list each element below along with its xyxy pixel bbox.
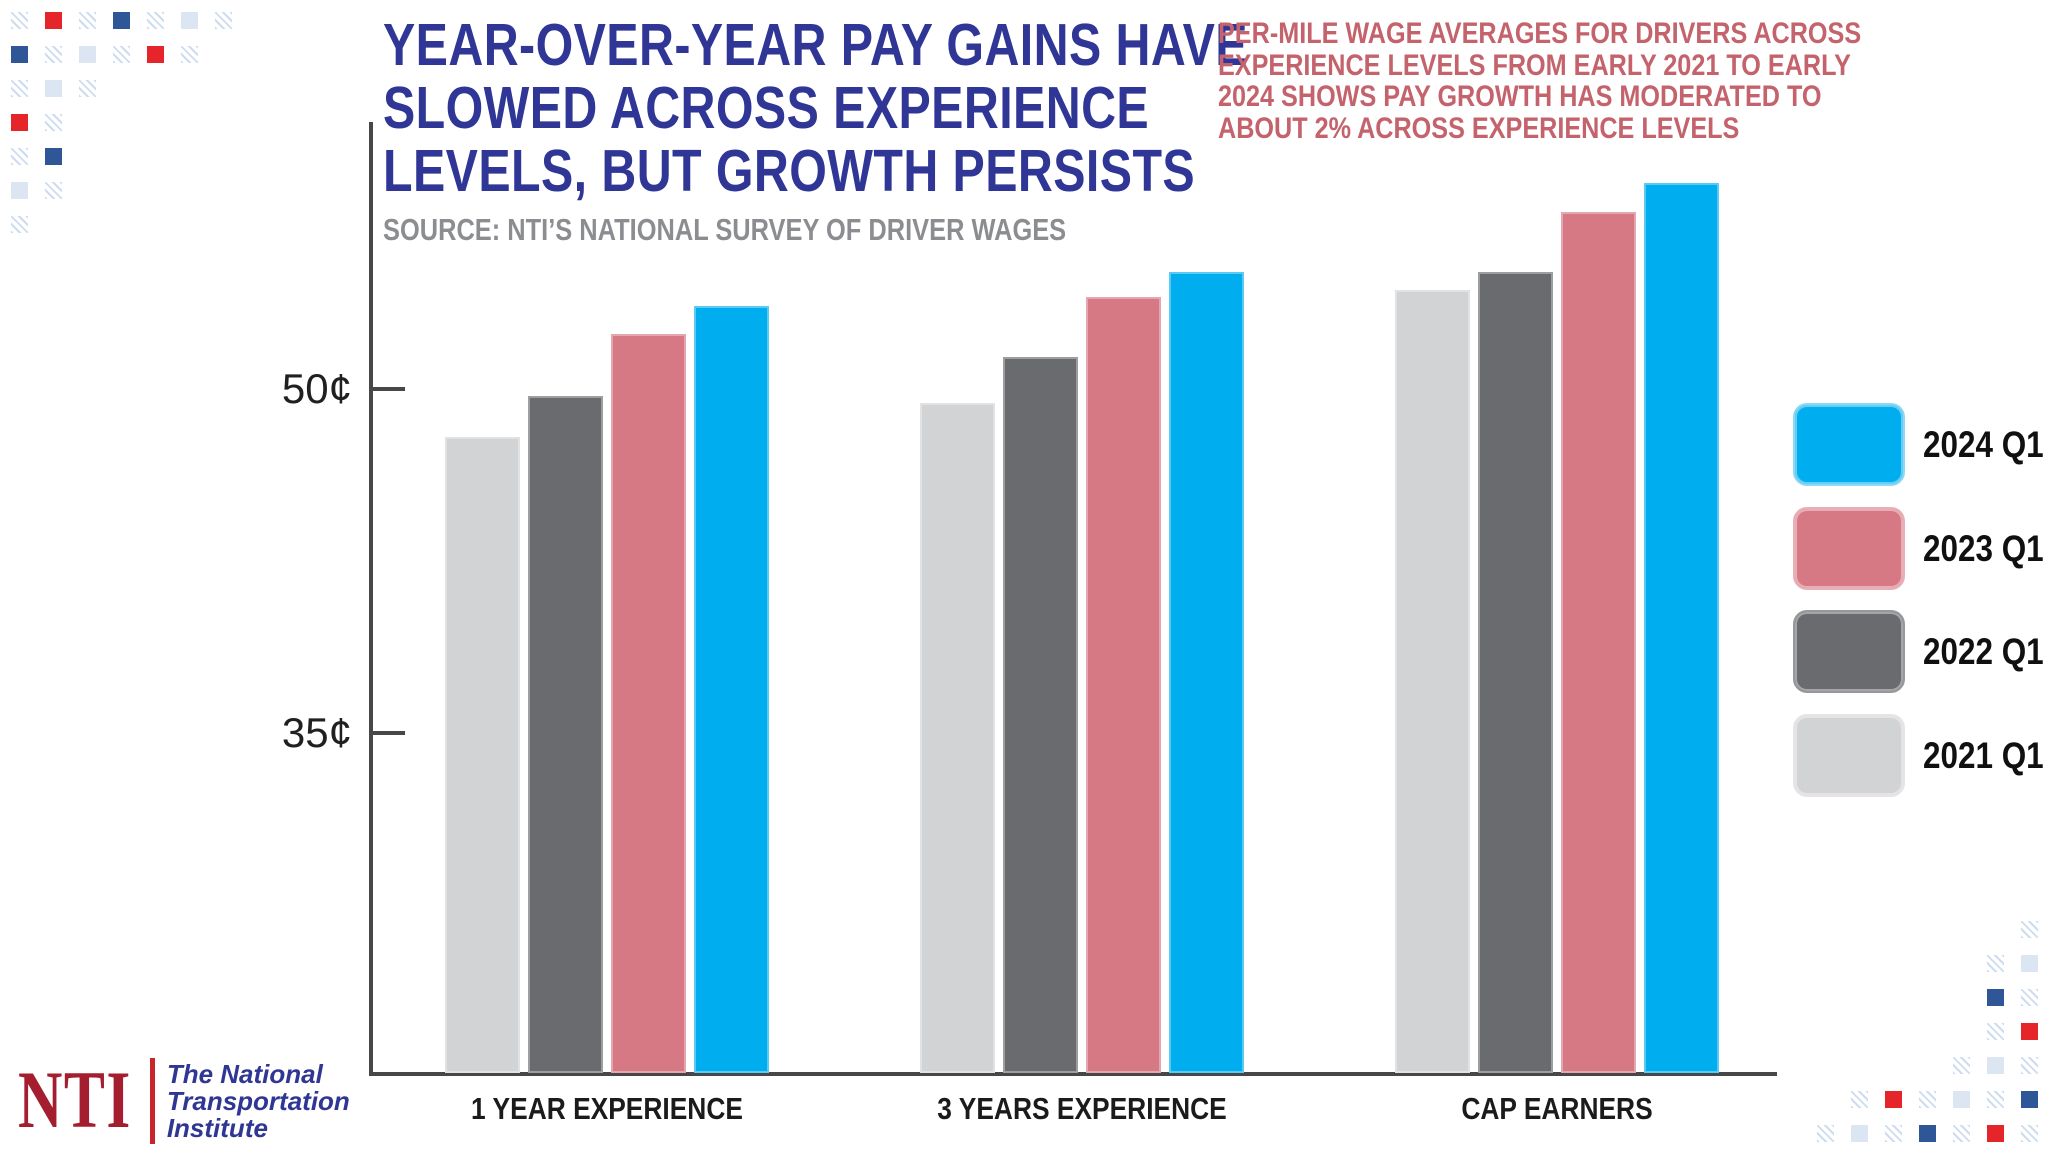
pale-square: [1851, 1125, 1868, 1142]
bar-1-year-experience-2023-q1: [611, 333, 686, 1073]
x-label-1-year-experience: 1 YEAR EXPERIENCE: [471, 1091, 743, 1126]
nti-logo-wordmark: NTI: [18, 1054, 132, 1145]
stripe-square: [79, 12, 96, 29]
blue-square: [1919, 1125, 1936, 1142]
pale-square: [11, 182, 28, 199]
annotation-line: ABOUT 2% ACROSS EXPERIENCE LEVELS: [1218, 111, 1740, 145]
stripe-square: [1987, 1091, 2004, 1108]
blue-square: [11, 46, 28, 63]
stripe-square: [1953, 1057, 1970, 1074]
pale-square: [79, 46, 96, 63]
stripe-square: [2021, 921, 2038, 938]
stripe-square: [2021, 989, 2038, 1006]
bar-1-year-experience-2021-q1: [445, 437, 520, 1073]
red-square: [1885, 1091, 1902, 1108]
stripe-square: [181, 46, 198, 63]
legend-swatch-2023-q1: [1793, 506, 1905, 590]
red-square: [2021, 1023, 2038, 1040]
legend-label-2021-q1: 2021 Q1: [1923, 734, 2044, 776]
pale-square: [2021, 955, 2038, 972]
blue-square: [1987, 989, 2004, 1006]
stripe-square: [1817, 1125, 1834, 1142]
bar-1-year-experience-2022-q1: [528, 395, 603, 1073]
x-axis-line: [369, 1072, 1777, 1076]
nti-logo: NTI The National Transportation Institute: [18, 1056, 350, 1144]
source-note: SOURCE: NTI’S NATIONAL SURVEY OF DRIVER …: [383, 212, 1067, 247]
bar-1-year-experience-2024-q1: [694, 306, 769, 1073]
chart-title-line: LEVELS, BUT GROWTH PERSISTS: [383, 138, 1196, 204]
pale-square: [1953, 1091, 1970, 1108]
stripe-square: [11, 80, 28, 97]
pale-square: [181, 12, 198, 29]
x-label-3-years-experience: 3 YEARS EXPERIENCE: [937, 1091, 1227, 1126]
blue-square: [45, 148, 62, 165]
bar-3-years-experience-2023-q1: [1086, 297, 1161, 1073]
pale-square: [1987, 1057, 2004, 1074]
stripe-square: [147, 12, 164, 29]
stripe-square: [1987, 955, 2004, 972]
stripe-square: [11, 216, 28, 233]
stripe-square: [45, 182, 62, 199]
stripe-square: [1885, 1125, 1902, 1142]
stripe-square: [45, 114, 62, 131]
nti-logo-name-line: The National: [166, 1059, 323, 1089]
pixel-pattern-top-left: [11, 12, 232, 233]
legend-swatch-2022-q1: [1793, 610, 1905, 693]
y-tick-label-50: 50¢: [281, 365, 352, 412]
nti-logo-name-line: Transportation: [166, 1086, 350, 1116]
pale-square: [45, 80, 62, 97]
legend-label-2022-q1: 2022 Q1: [1923, 631, 2044, 672]
chart-title-line: SLOWED ACROSS EXPERIENCE: [383, 75, 1150, 141]
stripe-square: [1987, 1023, 2004, 1040]
red-square: [1987, 1125, 2004, 1142]
x-label-cap-earners: CAP EARNERS: [1461, 1091, 1653, 1126]
bar-cap-earners-2024-q1: [1644, 182, 1719, 1073]
blue-square: [113, 12, 130, 29]
bar-cap-earners-2023-q1: [1561, 212, 1636, 1073]
bar-cap-earners-2022-q1: [1478, 272, 1553, 1073]
stripe-square: [113, 46, 130, 63]
annotation-line: 2024 SHOWS PAY GROWTH HAS MODERATED TO: [1218, 80, 1822, 113]
nti-logo-name-line: Institute: [166, 1113, 268, 1143]
stripe-square: [1953, 1125, 1970, 1142]
annotation-line: EXPERIENCE LEVELS FROM EARLY 2021 TO EAR…: [1218, 48, 1851, 82]
annotation-line: PER-MILE WAGE AVERAGES FOR DRIVERS ACROS…: [1218, 17, 1862, 50]
y-tick-35: [371, 731, 405, 735]
bar-3-years-experience-2021-q1: [920, 402, 995, 1073]
annotation-text: PER-MILE WAGE AVERAGES FOR DRIVERS ACROS…: [1218, 18, 1861, 144]
red-square: [45, 12, 62, 29]
chart-title: YEAR-OVER-YEAR PAY GAINS HAVE SLOWED ACRO…: [383, 14, 1248, 203]
nti-logo-divider: [149, 1058, 155, 1144]
legend-swatch-2021-q1: [1793, 713, 1905, 797]
chart-title-line: YEAR-OVER-YEAR PAY GAINS HAVE: [383, 12, 1248, 78]
legend-label-2024-q1: 2024 Q1: [1923, 424, 2044, 465]
stripe-square: [11, 12, 28, 29]
stripe-square: [79, 80, 96, 97]
red-square: [147, 46, 164, 63]
stripe-square: [1919, 1091, 1936, 1108]
legend-swatch-2024-q1: [1793, 403, 1905, 486]
red-square: [11, 114, 28, 131]
legend-label-2023-q1: 2023 Q1: [1923, 527, 2044, 569]
y-axis-line: [369, 122, 373, 1076]
stripe-square: [11, 148, 28, 165]
stripe-square: [1851, 1091, 1868, 1108]
bar-3-years-experience-2022-q1: [1003, 356, 1078, 1073]
stripe-square: [45, 46, 62, 63]
nti-logo-name: The National Transportation Institute: [167, 1056, 350, 1142]
y-tick-50: [371, 387, 405, 391]
stripe-square: [2021, 1057, 2038, 1074]
bar-cap-earners-2021-q1: [1395, 290, 1470, 1073]
pixel-pattern-bottom-right: [1817, 921, 2038, 1142]
bar-3-years-experience-2024-q1: [1169, 272, 1244, 1073]
stripe-square: [2021, 1125, 2038, 1142]
stripe-square: [215, 12, 232, 29]
y-tick-label-35: 35¢: [281, 709, 352, 756]
blue-square: [2021, 1091, 2038, 1108]
